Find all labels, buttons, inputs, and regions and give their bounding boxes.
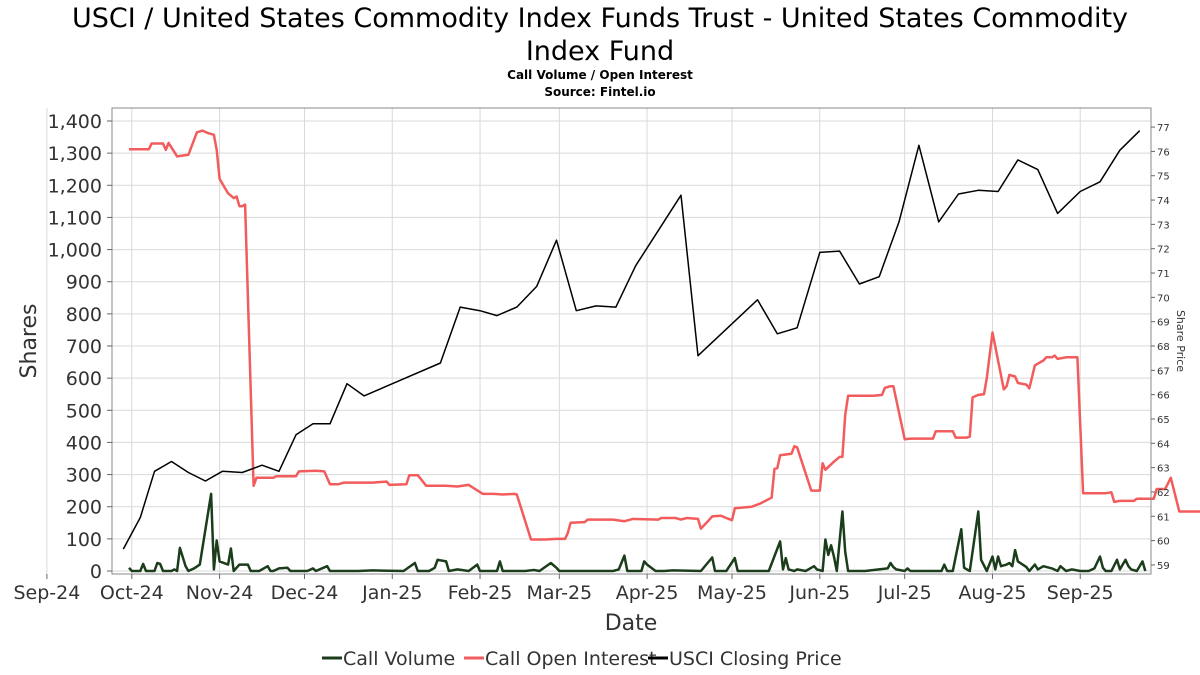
chart-title-line-1: USCI / United States Commodity Index Fun… (71, 3, 1129, 34)
y2-tick-label: 75 (1157, 172, 1170, 183)
x-tick-label: Mar-25 (526, 582, 592, 604)
y2-tick-label: 63 (1157, 464, 1170, 475)
x-tick-label: Jul-25 (877, 582, 932, 604)
legend: Call Volume Call Open Interest USCI Closin… (322, 648, 842, 670)
x-tick-label: Feb-25 (448, 582, 513, 604)
y2-tick-label: 68 (1157, 342, 1170, 353)
chart-subtitle: Call Volume / Open Interest (507, 68, 693, 82)
y2-tick-label: 67 (1157, 366, 1170, 377)
bottom-axis: Sep-24 Oct-24 Nov-24 Dec-24 Jan-25 Feb-25 Mar-… (13, 574, 1114, 604)
y-tick-label: 1,400 (48, 111, 102, 133)
y2-tick-label: 71 (1157, 269, 1170, 280)
call-volume-line (128, 492, 1147, 573)
y2-tick-label: 64 (1157, 439, 1170, 450)
y2-tick-label: 66 (1157, 391, 1170, 402)
y2-axis-label: Share Price (1174, 310, 1187, 372)
y2-tick-label: 76 (1157, 147, 1170, 158)
usci-closing-price-line (122, 130, 1141, 550)
legend-label: USCI Closing Price (669, 648, 842, 670)
y2-tick-label: 65 (1157, 415, 1170, 426)
x-tick-label: Apr-25 (616, 582, 679, 604)
y2-tick-label: 59 (1157, 561, 1170, 572)
x-tick-label: Oct-24 (100, 582, 164, 604)
legend-label: Call Volume (343, 648, 455, 670)
chart-source: Source: Fintel.io (544, 85, 656, 99)
x-tick-label: Sep-25 (1047, 582, 1114, 604)
y2-tick-label: 70 (1157, 293, 1170, 304)
y-tick-label: 700 (66, 336, 102, 358)
y2-tick-label: 62 (1157, 488, 1170, 499)
y2-tick-label: 60 (1157, 537, 1170, 548)
x-tick-label: Aug-25 (958, 582, 1026, 604)
y2-tick-label: 77 (1157, 123, 1170, 134)
series-layer (122, 129, 1200, 573)
right-axis: 59 60 61 62 63 64 65 66 67 68 69 70 71 72 73 74 75 76 77 (1151, 123, 1170, 572)
y-tick-label: 100 (66, 529, 102, 551)
y2-tick-label: 73 (1157, 220, 1170, 231)
x-tick-label: Sep-24 (13, 582, 80, 604)
plot-area-frame (111, 107, 1152, 575)
y-tick-label: 600 (66, 368, 102, 390)
x-tick-label: Dec-24 (271, 582, 339, 604)
y-tick-label: 1,000 (48, 240, 102, 262)
call-open-interest-line (129, 129, 1200, 541)
y2-tick-label: 74 (1157, 196, 1170, 207)
y-tick-label: 400 (66, 432, 102, 454)
x-tick-label: May-25 (697, 582, 767, 604)
x-axis-label: Date (605, 611, 658, 636)
y-tick-label: 500 (66, 400, 102, 422)
y2-tick-label: 72 (1157, 245, 1170, 256)
x-tick-label: Jan-25 (361, 582, 422, 604)
y-axis-label: Shares (17, 304, 42, 379)
y-tick-label: 800 (66, 304, 102, 326)
y-tick-label: 300 (66, 465, 102, 487)
x-tick-label: Jun-25 (788, 582, 850, 604)
y-tick-label: 0 (90, 561, 102, 583)
chart-title-line-2: Index Fund (525, 36, 675, 67)
y2-tick-label: 61 (1157, 512, 1170, 523)
legend-label: Call Open Interest (485, 648, 657, 670)
left-axis: 0 100 200 300 400 500 600 700 800 900 1,000 1,100 1,… (48, 111, 112, 583)
y-tick-label: 1,100 (48, 207, 102, 229)
gridlines (46, 108, 1151, 574)
y-tick-label: 1,300 (48, 143, 102, 165)
y-tick-label: 1,200 (48, 175, 102, 197)
y2-tick-label: 69 (1157, 318, 1170, 329)
y-tick-label: 200 (66, 497, 102, 519)
y-tick-label: 900 (66, 272, 102, 294)
x-tick-label: Nov-24 (186, 582, 254, 604)
